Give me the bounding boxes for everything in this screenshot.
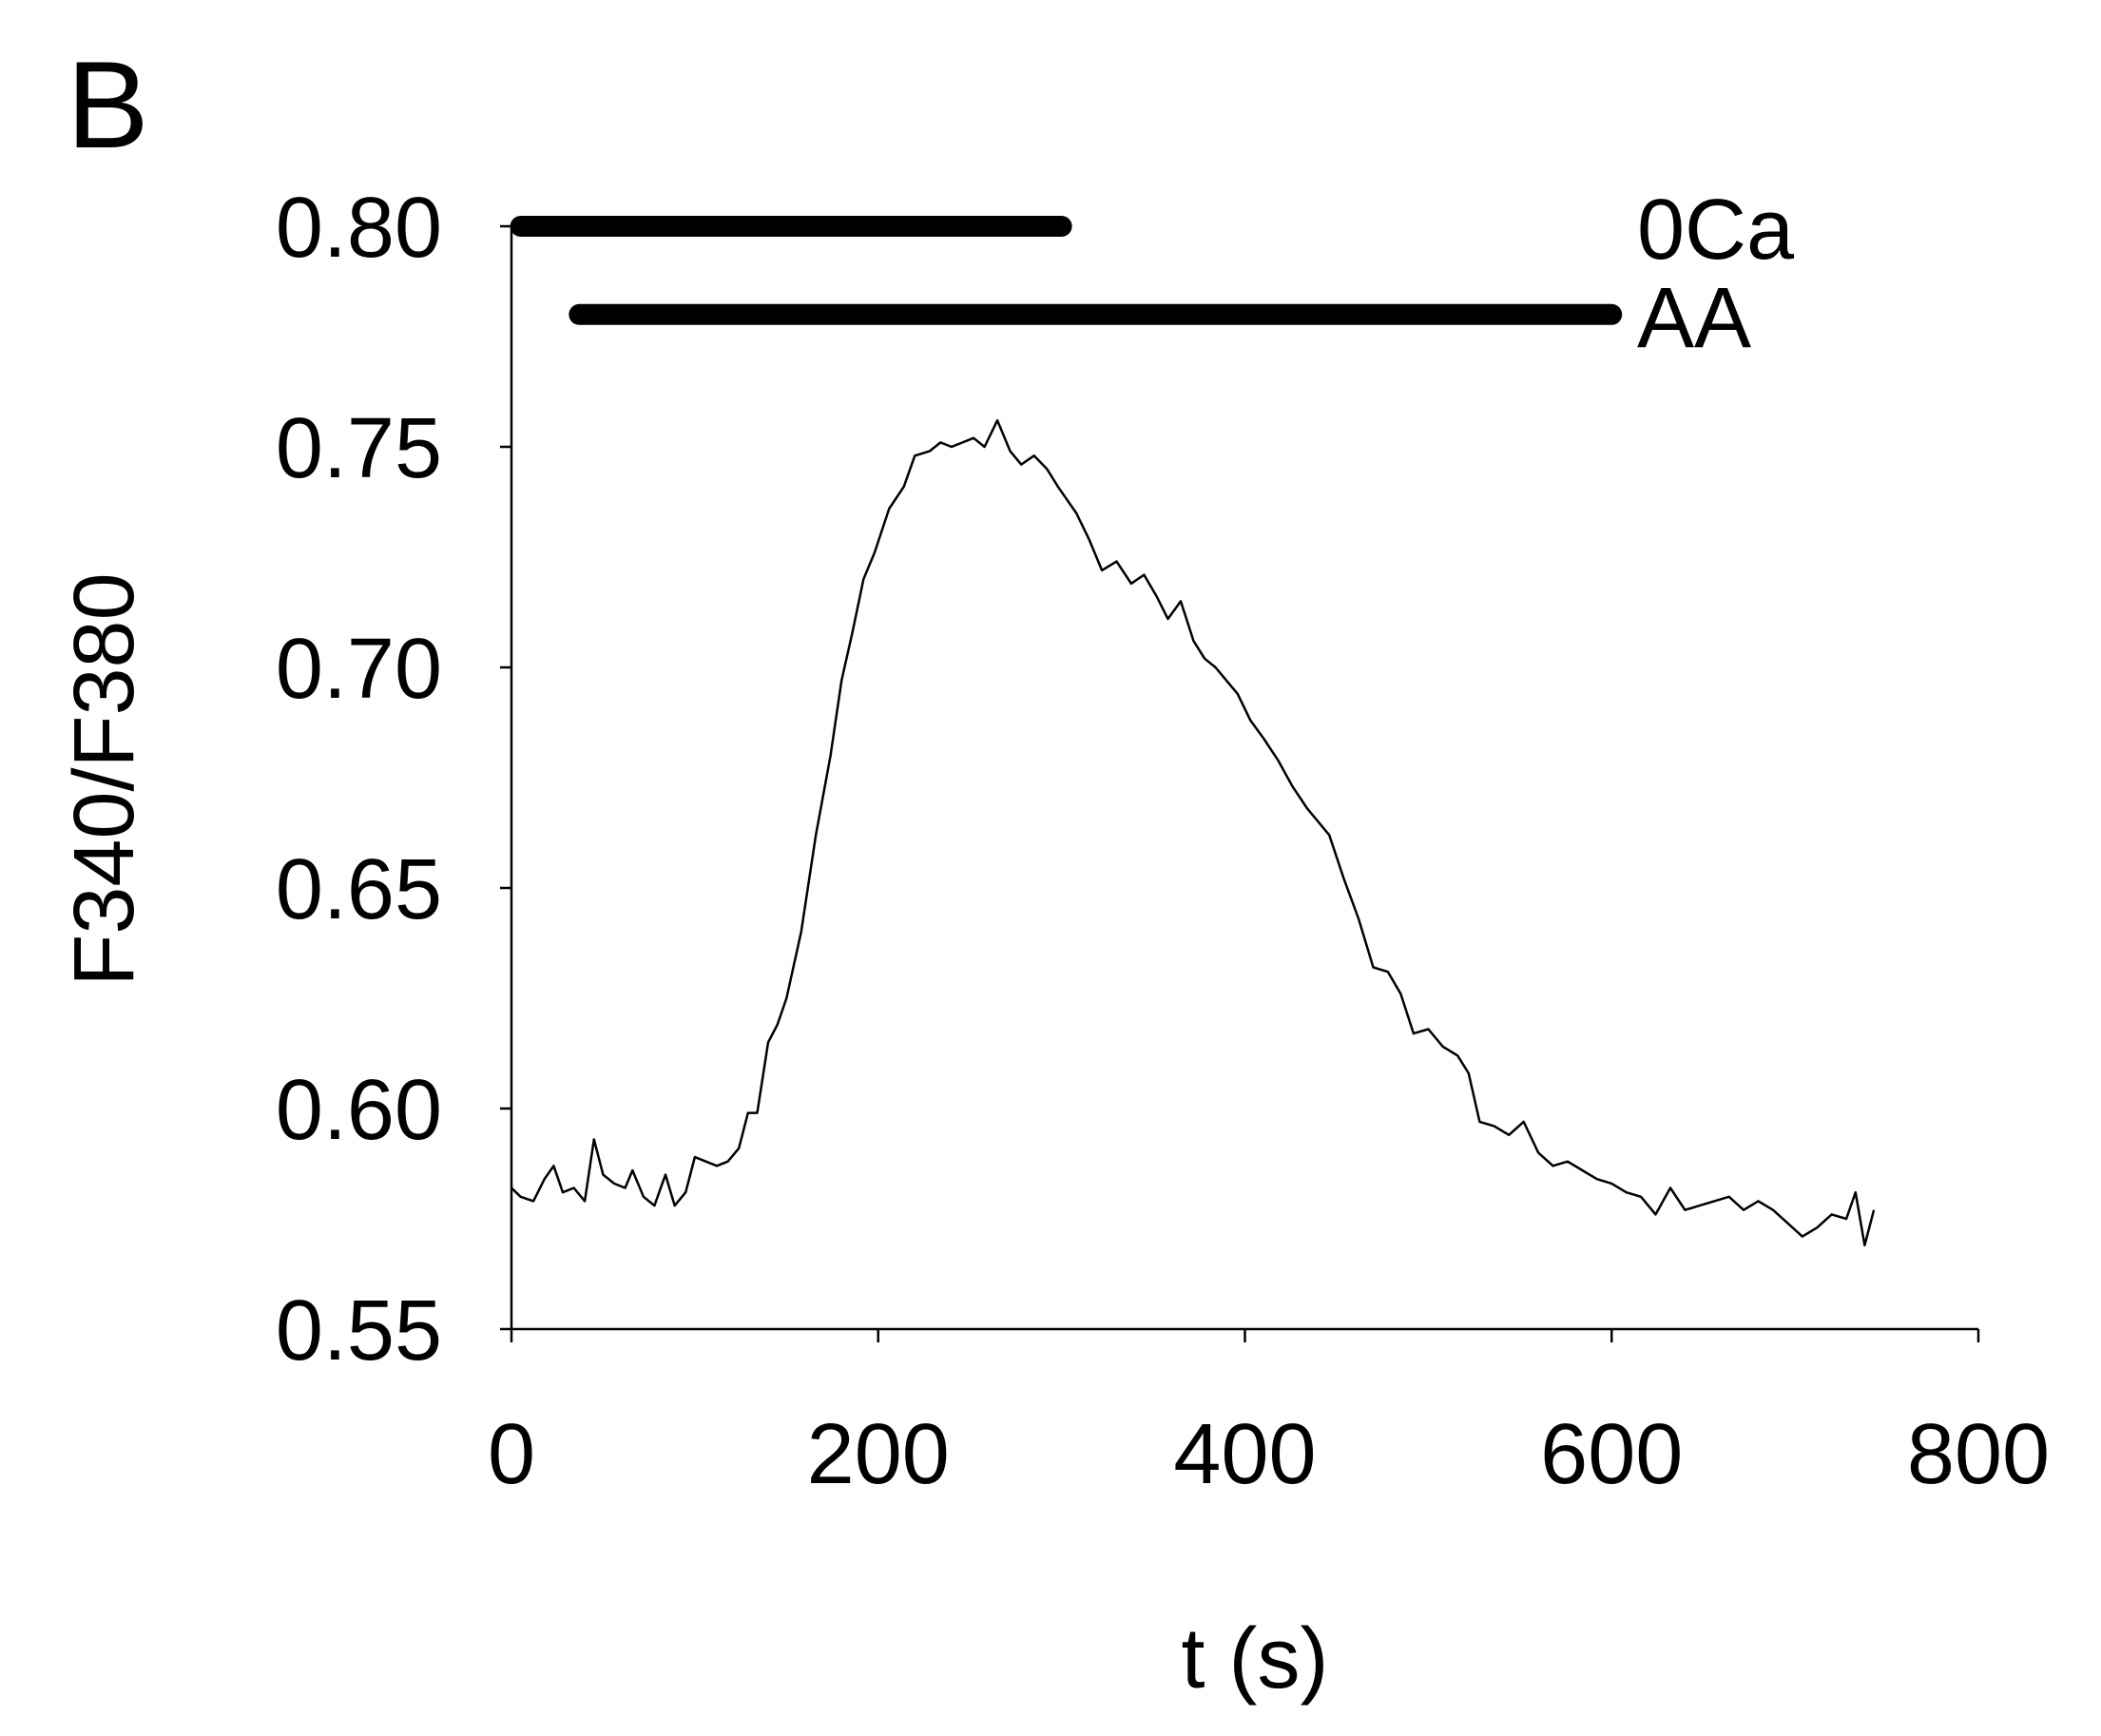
x-axis: 0 200 400 600 800 bbox=[488, 1327, 2050, 1502]
x-tick-label: 200 bbox=[807, 1407, 950, 1502]
y-tick-label: 0.70 bbox=[276, 622, 442, 717]
y-tick-label: 0.55 bbox=[276, 1283, 442, 1379]
x-axis-title: t (s) bbox=[1182, 1611, 1329, 1707]
x-tick-label: 800 bbox=[1907, 1407, 2050, 1502]
x-tick-label: 600 bbox=[1540, 1407, 1683, 1502]
y-axis: 0.55 0.60 0.65 0.70 0.75 0.80 bbox=[276, 181, 513, 1379]
x-tick-label: 400 bbox=[1173, 1407, 1316, 1502]
y-tick-label: 0.75 bbox=[276, 401, 442, 496]
data-trace bbox=[511, 418, 1876, 1247]
x-tick-label: 0 bbox=[488, 1407, 535, 1502]
y-axis-title: F340/F380 bbox=[57, 572, 152, 986]
treatment-label-aa: AA bbox=[1637, 271, 1751, 366]
treatment-label-0ca: 0Ca bbox=[1637, 183, 1795, 278]
y-tick-label: 0.60 bbox=[276, 1063, 442, 1158]
y-tick-label: 0.80 bbox=[276, 181, 442, 276]
panel-label: B bbox=[67, 35, 149, 174]
y-tick-label: 0.65 bbox=[276, 842, 442, 937]
